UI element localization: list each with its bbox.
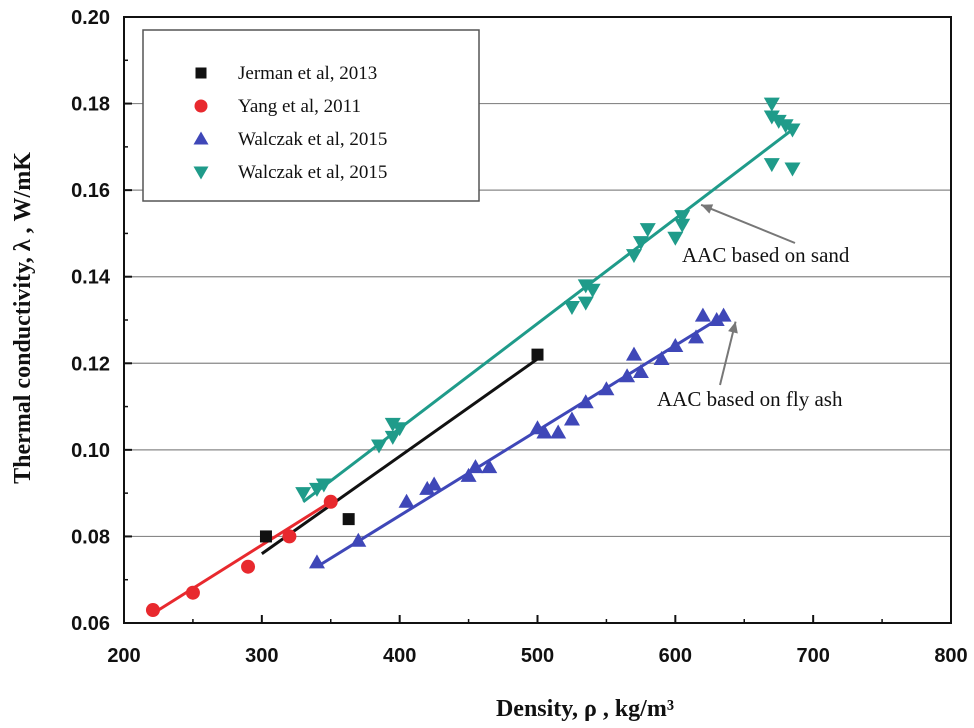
data-point-series-3 [632,236,649,251]
data-point-series-3 [667,231,684,246]
data-point-series-2 [667,337,684,352]
data-point-series-0 [259,530,272,543]
data-point-series-1 [323,494,338,509]
x-tick-label: 300 [245,645,278,667]
fit-lines [150,128,794,616]
data-point-series-3 [563,301,580,316]
data-point-series-2 [688,329,705,344]
data-point-series-2 [653,350,670,365]
y-tick-label: 0.08 [71,526,110,548]
x-tick-label: 500 [521,645,554,667]
data-point-series-2 [715,307,732,322]
data-point-series-3 [763,158,780,173]
legend-label-2: Walczak et al, 2015 [238,129,387,150]
y-tick-label: 0.14 [71,267,111,289]
data-point-series-2 [467,459,484,474]
y-axis-label: Thermal conductivity, λ , W/mK [10,152,36,484]
x-tick-label: 800 [934,645,967,667]
legend-marker-2 [193,131,209,145]
data-point-series-2 [398,493,415,508]
data-point-series-3 [315,478,332,493]
y-tick-label: 0.20 [71,7,110,29]
data-points [145,97,801,618]
annotation-fly-ash: AAC based on fly ash [657,387,843,411]
fit-line-series-0 [260,357,539,555]
y-tick-label: 0.12 [71,353,110,375]
annotation-sand: AAC based on sand [682,243,850,267]
x-tick-label: 600 [659,645,692,667]
data-point-series-3 [770,114,787,129]
data-point-series-3 [674,218,691,233]
data-point-series-1 [282,529,297,544]
axis-ticks [123,16,952,624]
data-point-series-1 [185,585,200,600]
legend-label-3: Walczak et al, 2015 [238,162,387,183]
data-point-series-3 [784,162,801,177]
data-point-series-3 [384,417,401,432]
fit-line-series-2 [316,314,725,569]
data-point-series-2 [550,424,567,439]
data-point-series-2 [563,411,580,426]
data-point-series-2 [460,467,477,482]
data-point-series-3 [384,430,401,445]
data-point-series-3 [763,97,780,112]
x-tick-label: 700 [796,645,829,667]
data-point-series-2 [350,532,367,547]
data-point-series-2 [426,476,443,491]
data-point-series-2 [598,381,615,396]
data-point-series-3 [370,439,387,454]
data-point-series-3 [777,119,794,134]
fit-line-series-1 [150,500,332,616]
legend: Jerman et al, 2013 Yang et al, 2011 Walcza… [142,29,480,202]
data-point-series-3 [674,210,691,225]
y-tick-labels: 0.06 0.08 0.10 0.12 0.14 0.16 0.18 0.20 [71,7,111,635]
data-point-series-1 [241,559,256,574]
data-point-series-3 [577,279,594,294]
data-point-series-2 [577,394,594,409]
legend-label-1: Yang et al, 2011 [238,96,361,117]
x-axis-label: Density, ρ , kg/m³ [496,696,674,722]
y-tick-label: 0.10 [71,440,110,462]
y-tick-label: 0.18 [71,94,110,116]
data-point-series-2 [536,424,553,439]
data-point-series-3 [577,296,594,311]
legend-marker-1 [194,99,208,113]
data-point-series-3 [295,487,312,502]
data-point-series-2 [481,459,498,474]
data-point-series-3 [763,110,780,125]
annotations: AAC based on sand AAC based on fly ash [657,203,850,411]
data-point-series-2 [625,346,642,361]
y-tick-label: 0.06 [71,613,110,635]
x-tick-label: 200 [107,645,140,667]
annotation-arrow-0 [700,203,796,244]
legend-label-0: Jerman et al, 2013 [238,63,377,84]
data-point-series-3 [784,123,801,138]
data-point-series-2 [419,480,436,495]
data-point-series-2 [632,363,649,378]
data-point-series-2 [694,307,711,322]
legend-marker-3 [193,166,209,180]
annotation-arrowhead-1 [728,321,738,334]
data-point-series-3 [625,249,642,264]
x-tick-label: 400 [383,645,416,667]
data-point-series-0 [342,513,355,526]
annotation-arrowhead-0 [701,204,714,214]
legend-marker-0 [195,67,207,79]
data-point-series-2 [619,368,636,383]
x-tick-labels: 200 300 400 500 600 700 800 [107,645,967,667]
data-point-series-3 [639,223,656,238]
data-point-series-2 [308,554,325,569]
data-point-series-1 [145,603,160,618]
data-point-series-0 [531,348,544,361]
y-tick-label: 0.16 [71,180,110,202]
data-point-series-2 [708,312,725,326]
